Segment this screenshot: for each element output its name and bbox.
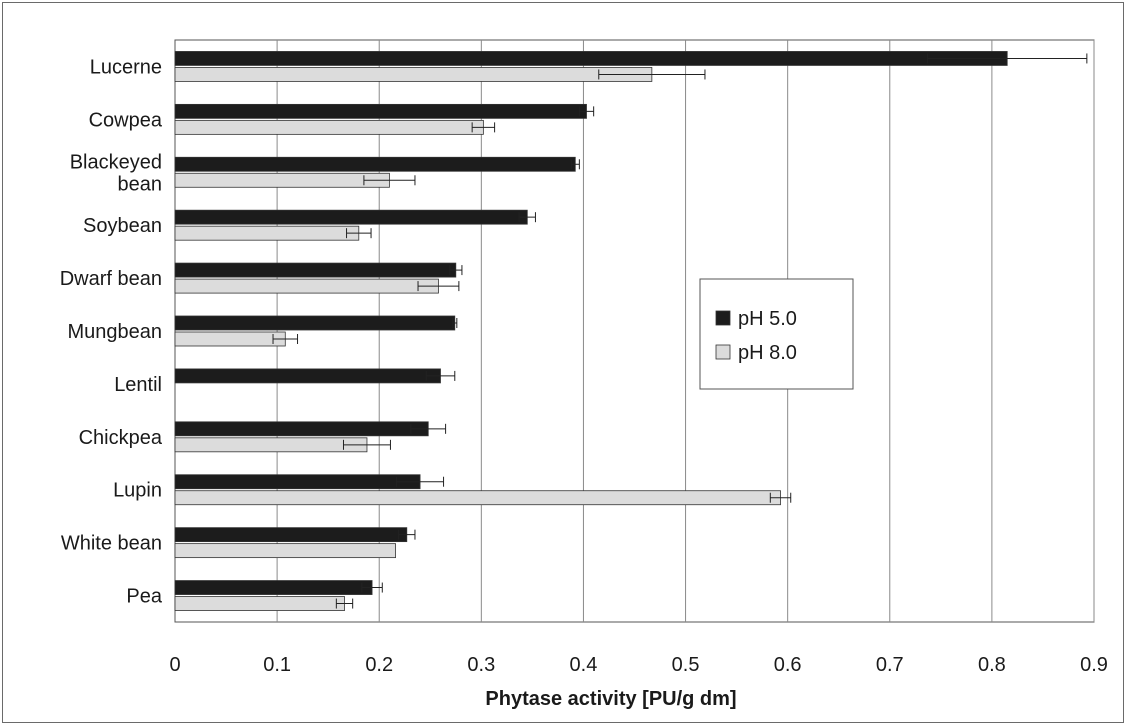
legend-swatch-ph5 [715, 310, 731, 326]
category-label: Cowpea [89, 109, 163, 131]
category-label: bean [118, 173, 163, 195]
category-label: Lentil [114, 374, 162, 396]
bar-ph5 [174, 156, 576, 172]
plot-area [174, 39, 1095, 623]
x-tick-label: 0.7 [876, 654, 904, 676]
x-tick-label: 0.9 [1080, 654, 1108, 676]
bar-ph8 [174, 172, 390, 188]
error-bars [272, 53, 1088, 609]
x-tick-label: 0.5 [672, 654, 700, 676]
category-label: Dwarf bean [60, 268, 162, 290]
x-tick-labels: 0 0.1 0.2 0.3 0.4 0.5 0.6 0.7 0.8 0.9 [169, 654, 1107, 676]
x-tick-label: 0 [169, 654, 180, 676]
x-tick-label: 0.4 [570, 654, 598, 676]
bar-ph8 [174, 119, 484, 135]
bar-ph8 [174, 278, 439, 294]
bar-ph5 [174, 209, 528, 225]
x-tick-label: 0.8 [978, 654, 1006, 676]
legend-label-ph8: pH 8.0 [738, 342, 797, 364]
bar-ph5 [174, 421, 429, 437]
bar-ph5 [174, 262, 457, 278]
legend: pH 5.0 pH 8.0 [699, 278, 854, 390]
x-tick-label: 0.1 [263, 654, 291, 676]
category-label: Lucerne [90, 56, 162, 78]
bar-ph5 [174, 527, 408, 543]
bar-ph8 [174, 437, 368, 453]
bar-ph5 [174, 580, 373, 595]
category-label: Mungbean [67, 321, 162, 343]
x-tick-label: 0.2 [365, 654, 393, 676]
category-label: Blackeyed [70, 151, 162, 173]
bar-ph8 [174, 67, 653, 82]
bar-ph5 [174, 474, 421, 490]
bar-ph5 [174, 315, 456, 331]
category-label: Soybean [83, 215, 162, 237]
bar-ph8 [174, 543, 396, 559]
bar-ph8 [174, 596, 345, 611]
bar-ph5 [174, 51, 1008, 66]
bar-ph8 [174, 225, 360, 241]
category-label: White bean [61, 533, 162, 555]
x-tick-label: 0.6 [774, 654, 802, 676]
category-label: Lupin [113, 480, 162, 502]
bar-ph8 [174, 490, 781, 506]
legend-label-ph5: pH 5.0 [738, 308, 797, 330]
gridlines [276, 40, 1095, 622]
legend-swatch-ph8 [715, 344, 731, 360]
bar-ph5 [174, 368, 441, 384]
category-label: Chickpea [79, 427, 163, 449]
bar-ph8 [174, 331, 286, 347]
category-label: Pea [126, 586, 162, 608]
x-tick-label: 0.3 [467, 654, 495, 676]
x-axis-title: Phytase activity [PU/g dm] [485, 688, 736, 710]
bar-ph5 [174, 103, 587, 119]
legend-box [699, 278, 854, 390]
